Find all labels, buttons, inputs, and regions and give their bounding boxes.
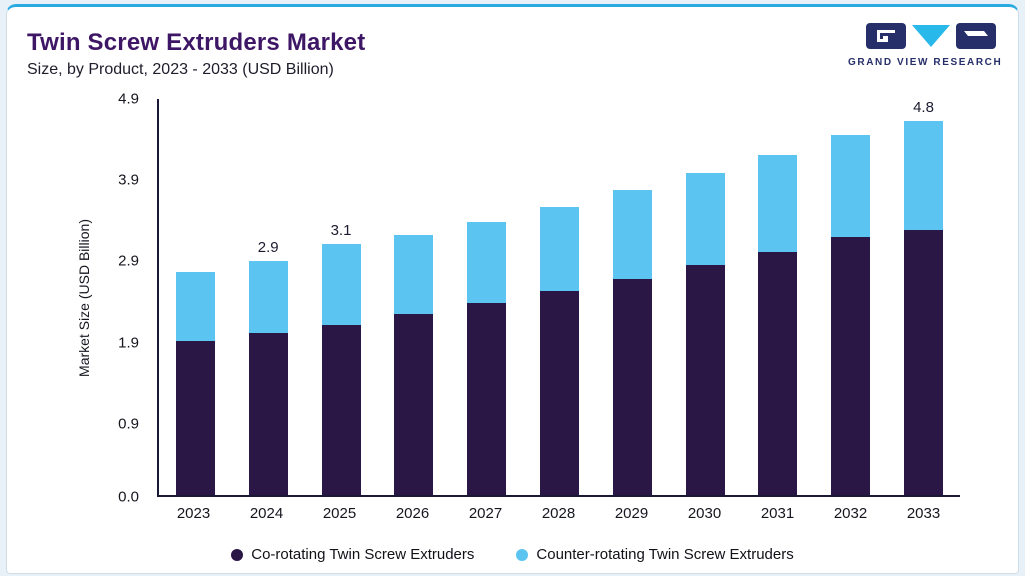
bar-segment-co-rotating[interactable] [175,341,215,495]
bar-2028[interactable] [539,99,579,495]
bar-segment-co-rotating[interactable] [321,325,361,495]
bar-2023[interactable] [175,99,215,495]
bar-slot [742,99,815,495]
bar-segment-co-rotating[interactable] [467,303,507,495]
bar-2029[interactable] [612,99,652,495]
bar-segment-counter-rotating[interactable] [758,154,798,252]
legend-item: Counter-rotating Twin Screw Extruders [516,546,794,563]
bar-segment-counter-rotating[interactable] [904,121,944,231]
bar-slot [814,99,887,495]
logo-text: GRAND VIEW RESEARCH [848,57,1003,68]
bar-slot: 2.9 [232,99,305,495]
bar-segment-co-rotating[interactable] [831,237,871,495]
page-subtitle: Size, by Product, 2023 - 2033 (USD Billi… [27,61,334,78]
legend-label: Counter-rotating Twin Screw Extruders [536,546,794,563]
logo-mark-icon [866,23,996,49]
legend: Co-rotating Twin Screw Extruders Counter-… [7,546,1018,563]
bar-segment-counter-rotating[interactable] [612,190,652,280]
grand-view-research-logo: GRAND VIEW RESEARCH [848,23,1003,68]
legend-label: Co-rotating Twin Screw Extruders [251,546,475,563]
y-tick-label: 0.9 [118,415,139,433]
y-tick-label: 4.9 [118,90,139,108]
bar-2031[interactable] [758,99,798,495]
x-tick-label-2030: 2030 [687,505,722,522]
bar-segment-co-rotating[interactable] [685,264,725,495]
bar-value-label: 2.9 [257,238,279,256]
bar-2025[interactable]: 3.1 [321,99,361,495]
bar-slot [377,99,450,495]
legend-dot-icon [231,548,244,561]
bar-segment-counter-rotating[interactable] [831,135,871,238]
bar-segment-co-rotating[interactable] [539,291,579,495]
x-tick-label-2032: 2032 [833,505,868,522]
bar-segment-co-rotating[interactable] [904,230,944,495]
bar-segment-co-rotating[interactable] [612,279,652,495]
y-axis-ticks: 0.0 0.9 1.9 2.9 3.9 4.9 [99,91,145,506]
x-tick-label-2028: 2028 [541,505,576,522]
bar-slot [450,99,523,495]
y-tick-label: 0.0 [118,488,139,506]
plot-area: 2.9 3.1 4.8 [157,99,960,497]
bar-segment-co-rotating[interactable] [394,313,434,495]
y-axis-title: Market Size (USD Billion) [73,99,95,497]
y-tick-label: 2.9 [118,252,139,270]
bar-slot [596,99,669,495]
x-tick-label-2025: 2025 [322,505,357,522]
bar-2032[interactable] [831,99,871,495]
x-tick-label-2026: 2026 [395,505,430,522]
legend-dot-icon [516,548,529,561]
bar-segment-counter-rotating[interactable] [175,271,215,342]
bar-slot [159,99,232,495]
bar-slot [523,99,596,495]
y-tick-label: 3.9 [118,171,139,189]
x-tick-label-2024: 2024 [249,505,284,522]
bar-2026[interactable] [394,99,434,495]
bar-segment-counter-rotating[interactable] [539,206,579,292]
bar-segment-counter-rotating[interactable] [248,260,288,334]
chart-card: Twin Screw Extruders Market Size, by Pro… [6,4,1019,574]
bar-value-label: 3.1 [330,222,352,240]
page-title: Twin Screw Extruders Market [27,29,366,56]
bar-segment-counter-rotating[interactable] [394,234,434,314]
x-tick-label-2033: 2033 [906,505,941,522]
bar-2027[interactable] [467,99,507,495]
legend-item: Co-rotating Twin Screw Extruders [231,546,474,563]
bar-slot: 4.8 [887,99,960,495]
bar-value-label: 4.8 [913,99,934,116]
bar-slot: 3.1 [305,99,378,495]
bar-segment-co-rotating[interactable] [758,251,798,495]
bar-2024[interactable]: 2.9 [248,99,288,495]
bar-segment-counter-rotating[interactable] [321,244,361,326]
y-axis-title-text: Market Size (USD Billion) [76,219,92,377]
x-tick-label-2027: 2027 [468,505,503,522]
y-tick-label: 1.9 [118,334,139,352]
x-tick-label-2023: 2023 [176,505,211,522]
x-tick-label-2029: 2029 [614,505,649,522]
bar-segment-counter-rotating[interactable] [467,221,507,304]
bar-2033[interactable]: 4.8 [904,99,944,495]
x-tick-label-2031: 2031 [760,505,795,522]
plot-slots: 2.9 3.1 4.8 [159,99,960,495]
bar-slot [669,99,742,495]
bar-segment-co-rotating[interactable] [248,333,288,495]
bar-2030[interactable] [685,99,725,495]
x-axis-labels: 2023 2024 2025 2026 2027 2028 2029 2030 2031 2032… [157,505,960,522]
bar-segment-counter-rotating[interactable] [685,172,725,265]
